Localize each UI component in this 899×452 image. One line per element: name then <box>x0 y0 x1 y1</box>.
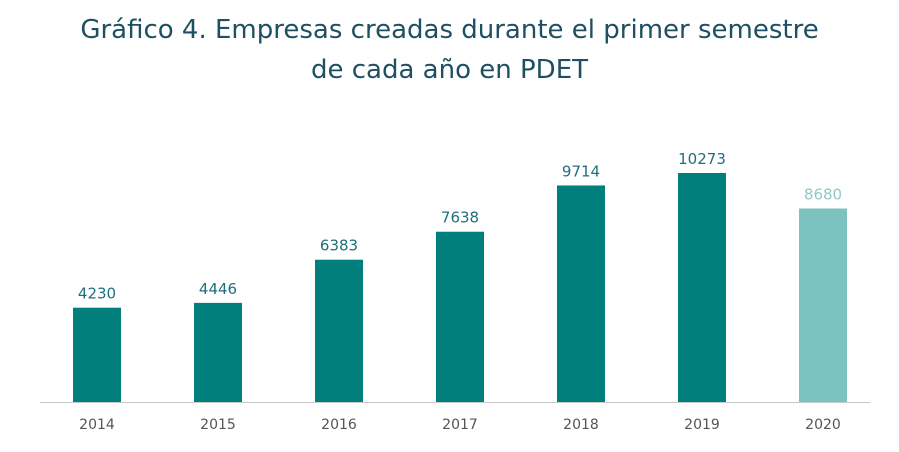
x-tick-label-2020: 2020 <box>805 417 841 433</box>
x-tick-label-2018: 2018 <box>563 417 599 433</box>
value-label-2014: 4230 <box>78 285 116 303</box>
value-label-2018: 9714 <box>562 162 600 180</box>
bar-2014 <box>73 307 121 402</box>
bar-2016 <box>315 259 363 402</box>
x-tick-label-2017: 2017 <box>442 417 478 433</box>
bar-2020 <box>799 208 847 402</box>
x-tick-label-2014: 2014 <box>79 417 115 433</box>
x-tick-label-2019: 2019 <box>684 417 720 433</box>
x-tick-label-2016: 2016 <box>321 417 357 433</box>
x-tick-label-2015: 2015 <box>200 417 236 433</box>
chart-title-line-1: Gráfico 4. Empresas creadas durante el p… <box>80 15 819 45</box>
bar-2017 <box>436 231 484 402</box>
value-label-2020: 8680 <box>804 186 842 204</box>
bar-2015 <box>194 302 242 402</box>
chart-title-line-2: de cada año en PDET <box>310 55 589 85</box>
value-label-2015: 4446 <box>199 280 237 298</box>
value-label-2017: 7638 <box>441 209 479 227</box>
chart-title: Gráfico 4. Empresas creadas durante el p… <box>0 10 899 90</box>
value-label-2019: 10273 <box>678 150 726 168</box>
bar-2018 <box>557 185 605 402</box>
value-label-2016: 6383 <box>320 237 358 255</box>
bar-2019 <box>678 173 726 402</box>
